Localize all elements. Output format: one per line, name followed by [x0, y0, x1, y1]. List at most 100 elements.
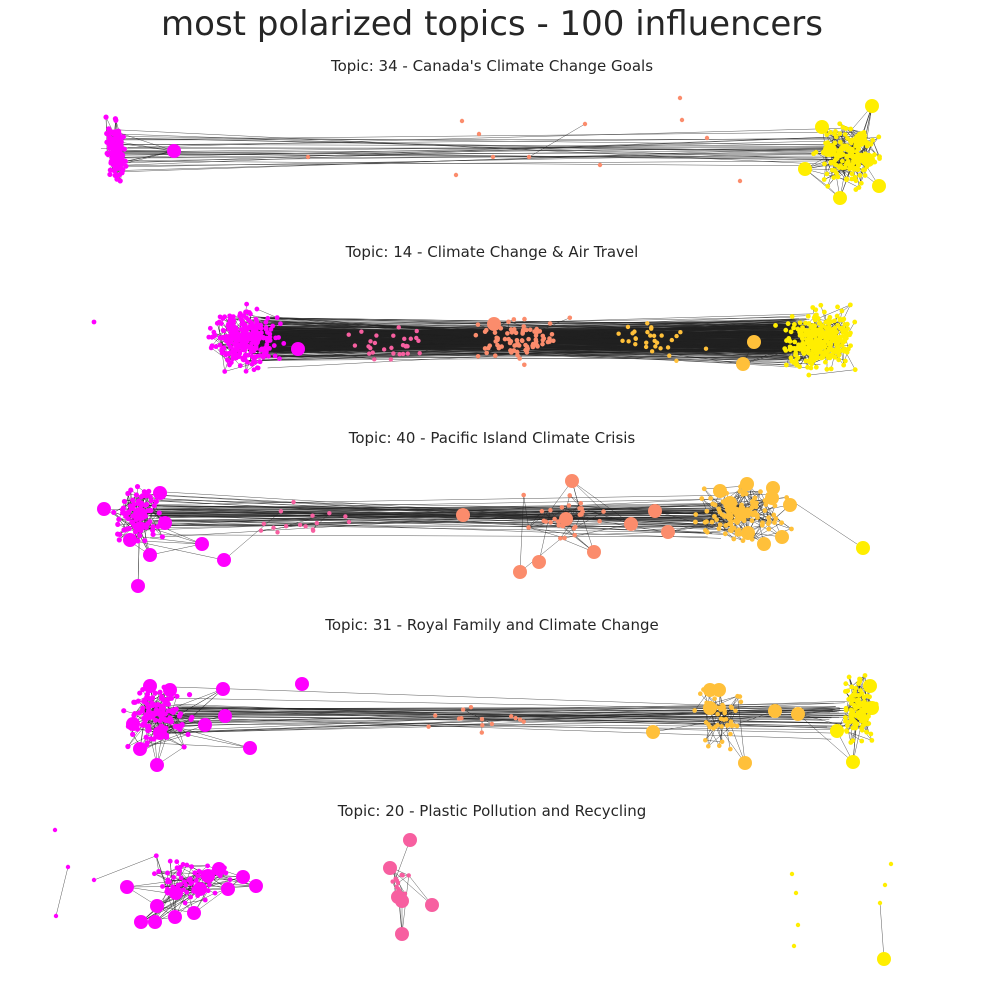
node: [217, 335, 223, 341]
network-panel-topic-31: [121, 673, 879, 772]
node: [851, 718, 857, 724]
node: [142, 538, 148, 544]
node: [136, 710, 142, 716]
node: [620, 338, 625, 344]
node: [812, 313, 818, 319]
node: [811, 328, 817, 334]
node: [728, 521, 734, 527]
node: [782, 346, 788, 352]
node: [833, 129, 838, 134]
edge: [752, 522, 782, 540]
node: [507, 340, 513, 346]
edge: [846, 731, 872, 741]
panel-title-topic-34: Topic: 34 - Canada's Climate Change Goal…: [330, 57, 654, 75]
node: [149, 714, 156, 720]
node: [704, 135, 710, 141]
bridge-edge: [147, 504, 723, 517]
node: [389, 345, 394, 351]
edge: [140, 875, 221, 923]
node: [65, 864, 71, 870]
node: [858, 180, 864, 186]
node: [147, 494, 153, 500]
node: [115, 531, 121, 537]
node: [405, 351, 410, 356]
hub-node: [861, 153, 875, 167]
node: [822, 359, 828, 365]
node: [157, 718, 163, 724]
node: [817, 326, 822, 332]
node: [167, 858, 173, 864]
bridge-edge: [106, 138, 847, 141]
node: [527, 327, 533, 333]
edge: [808, 369, 856, 376]
node: [153, 710, 159, 717]
node: [669, 337, 675, 343]
node: [847, 302, 853, 308]
node: [189, 714, 195, 720]
node: [271, 343, 277, 348]
node: [526, 154, 532, 160]
edge: [142, 724, 206, 749]
node: [857, 173, 863, 178]
hub-node: [153, 726, 167, 740]
edge: [144, 496, 151, 541]
node: [840, 146, 846, 152]
node: [245, 359, 250, 365]
node: [843, 705, 849, 711]
bridge-edge: [105, 144, 853, 147]
node: [372, 357, 377, 362]
node: [400, 342, 406, 348]
node: [847, 149, 853, 154]
node: [582, 121, 588, 127]
node: [888, 861, 894, 867]
node: [520, 330, 526, 335]
node: [517, 356, 522, 361]
hub-node: [765, 491, 779, 505]
node: [852, 691, 857, 697]
node: [869, 737, 875, 743]
edge: [519, 526, 576, 573]
edge-group: [55, 839, 885, 960]
node: [838, 326, 844, 332]
bridge-edge: [173, 710, 858, 712]
hub-node: [168, 910, 182, 924]
hub-node: [734, 507, 748, 521]
node: [453, 172, 459, 178]
node: [705, 743, 711, 749]
hub-node: [723, 496, 737, 510]
bridge-edge: [249, 340, 800, 343]
hub-node: [863, 679, 877, 693]
node: [810, 343, 816, 349]
node: [877, 154, 882, 160]
hub-node: [783, 498, 797, 512]
node: [530, 341, 536, 347]
edge: [191, 688, 224, 718]
node: [188, 881, 194, 887]
bridge-edge: [120, 150, 849, 161]
node: [827, 130, 833, 135]
node: [374, 333, 379, 338]
node: [506, 336, 511, 342]
bridge-edge: [118, 160, 840, 166]
node: [693, 512, 699, 517]
node: [177, 868, 183, 874]
edge-group: [100, 105, 880, 199]
node: [222, 314, 228, 320]
node: [799, 328, 804, 334]
hub-node: [738, 756, 752, 770]
node: [107, 171, 113, 178]
node: [862, 673, 868, 678]
node: [495, 342, 500, 348]
node: [121, 498, 128, 505]
node: [850, 709, 856, 715]
node: [658, 346, 663, 351]
node: [254, 306, 260, 312]
node: [522, 362, 527, 368]
edge: [126, 886, 176, 918]
node: [513, 330, 519, 336]
node: [707, 724, 713, 730]
edge: [717, 725, 723, 742]
hub-node: [853, 133, 867, 147]
node: [754, 500, 759, 506]
node: [737, 178, 743, 184]
